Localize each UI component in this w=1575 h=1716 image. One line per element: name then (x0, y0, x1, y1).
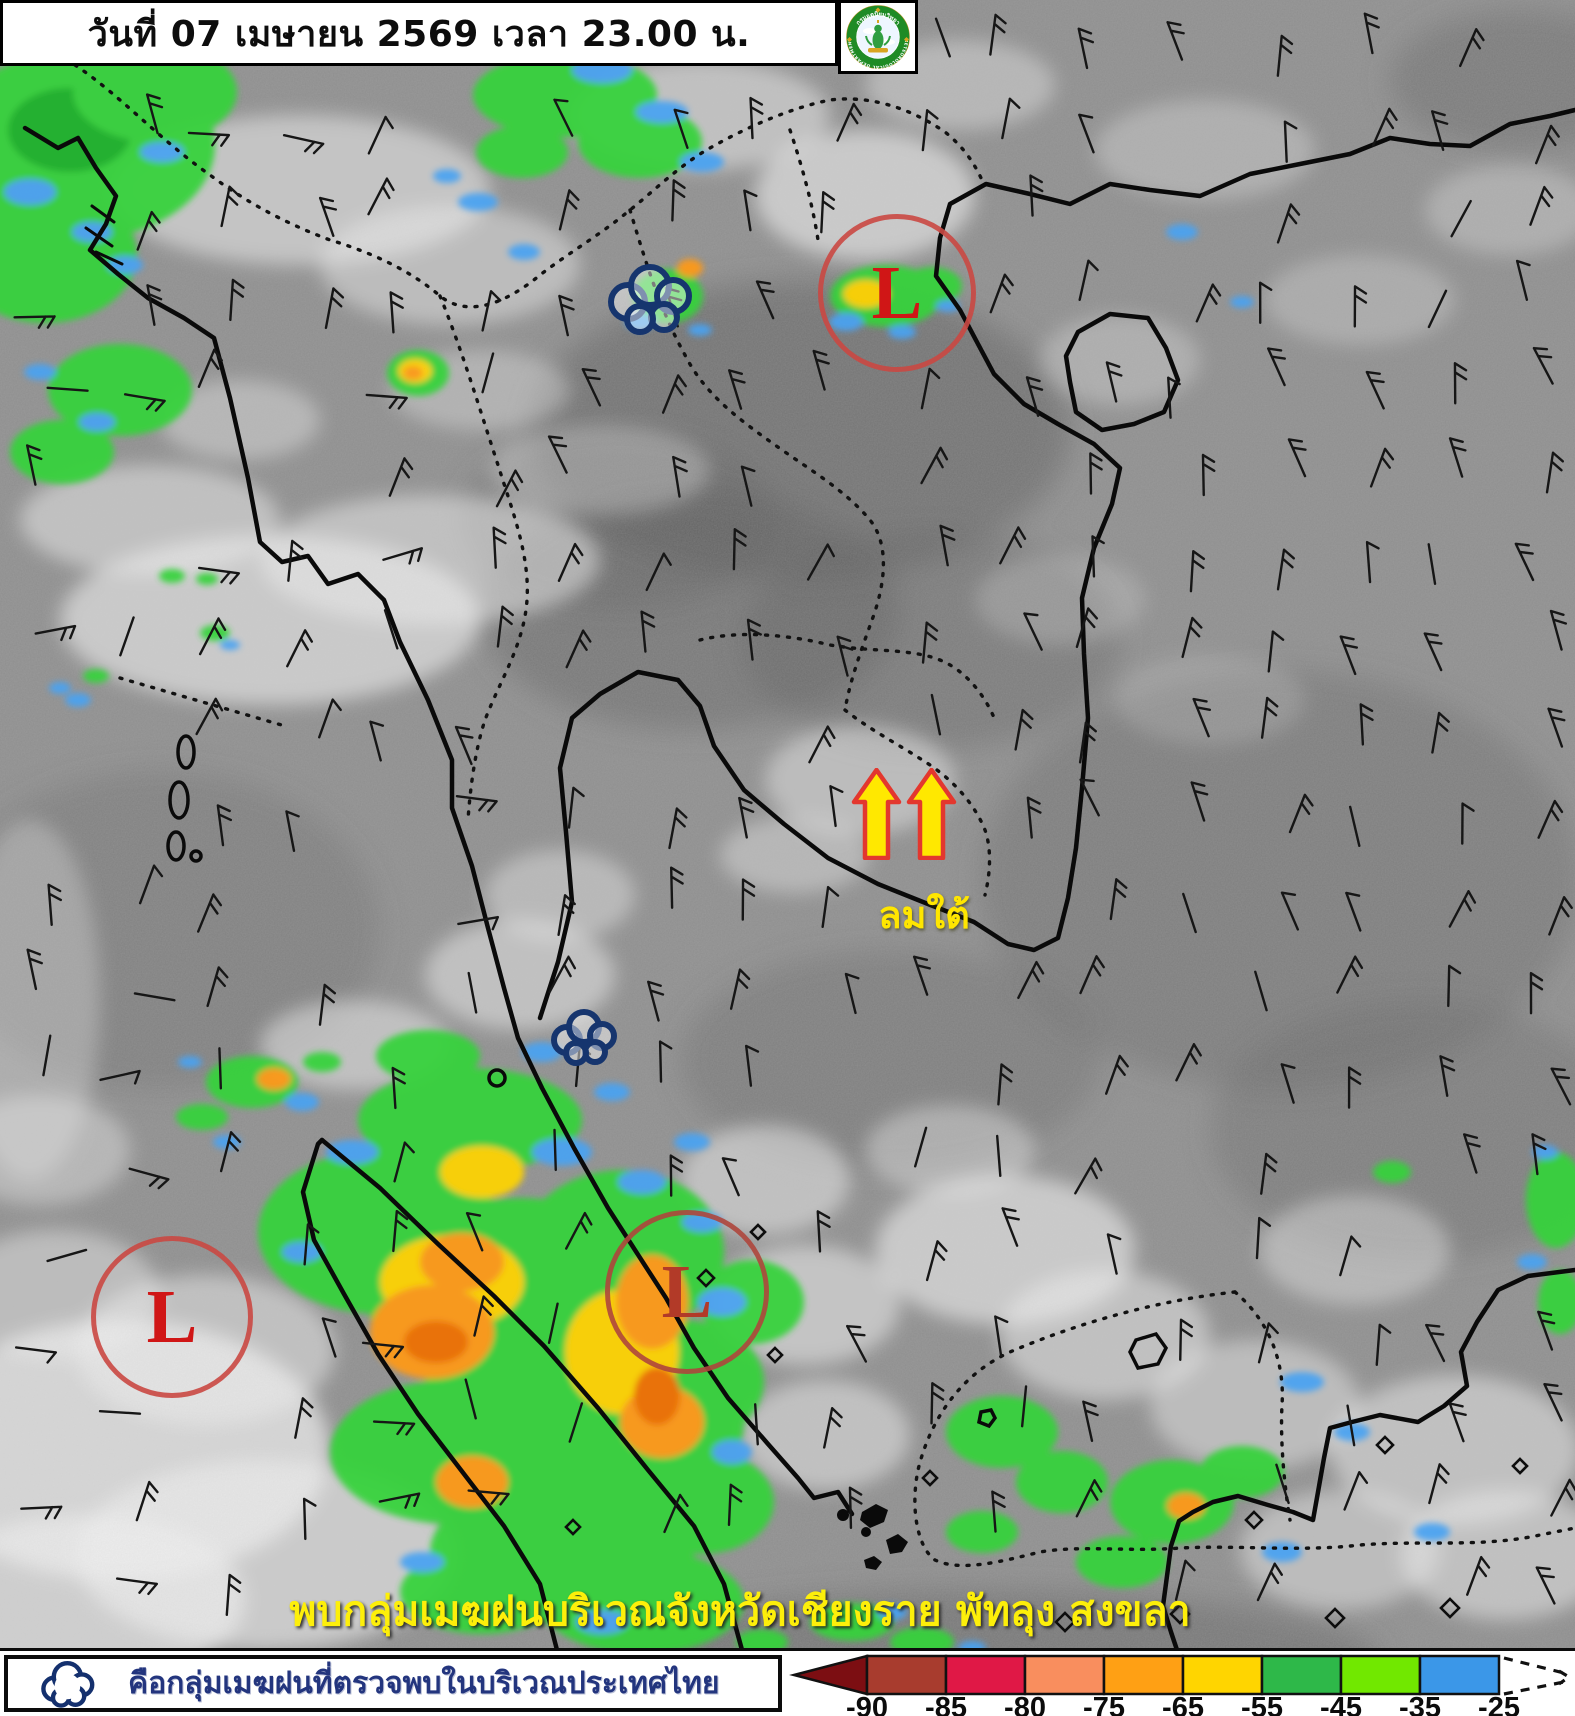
title-bar: วันที่ 07 เมษายน 2569 เวลา 23.00 น. (0, 0, 838, 66)
temperature-color-scale: -90 -85 -80 -75 -65 -55 -45 -35 -25 (789, 1654, 1572, 1716)
rain-cloud-icon (551, 1009, 617, 1066)
svg-text:-75: -75 (1083, 1692, 1125, 1716)
map-title: วันที่ 07 เมษายน 2569 เวลา 23.00 น. (87, 13, 751, 55)
low-pressure-label: L (146, 1275, 198, 1359)
south-wind-label: ลมใต้ (878, 893, 970, 937)
svg-text:-45: -45 (1320, 1692, 1362, 1716)
low-pressure-circle: L (818, 214, 976, 372)
cloud-legend-text: คือกลุ่มเมฆฝนที่ตรวจพบในบริเวณประเทศไทย (128, 1666, 720, 1701)
legend-bar: คือกลุ่มเมฆฝนที่ตรวจพบในบริเวณประเทศไทย … (0, 1648, 1575, 1716)
svg-text:-85: -85 (925, 1692, 967, 1716)
rain-cloud-icon (608, 264, 692, 335)
svg-text:-25: -25 (1478, 1692, 1520, 1716)
svg-text:-55: -55 (1241, 1692, 1283, 1716)
svg-text:-80: -80 (1004, 1692, 1046, 1716)
low-pressure-label: L (661, 1250, 713, 1334)
low-pressure-label: L (871, 251, 923, 335)
alert-message: พบกลุ่มเมฆฝนบริเวณจังหวัดเชียงราย พัทลุง… (289, 1587, 1191, 1635)
south-wind-arrows-icon (851, 768, 957, 860)
low-pressure-circle: L (605, 1210, 769, 1374)
agency-logo-box: กรมอุตุนิยมวิทยา METEOROLOGICAL DEPARTME… (838, 0, 918, 74)
svg-text:-90: -90 (846, 1692, 888, 1716)
cloud-legend: คือกลุ่มเมฆฝนที่ตรวจพบในบริเวณประเทศไทย (4, 1655, 782, 1712)
tmd-seal-icon: กรมอุตุนิยมวิทยา METEOROLOGICAL DEPARTME… (846, 5, 910, 70)
rain-cloud-legend-icon (41, 1660, 95, 1708)
svg-text:-35: -35 (1399, 1692, 1441, 1716)
low-pressure-circle: L (91, 1236, 253, 1398)
svg-text:-65: -65 (1162, 1692, 1204, 1716)
wind-barbs (13, 12, 1575, 1617)
